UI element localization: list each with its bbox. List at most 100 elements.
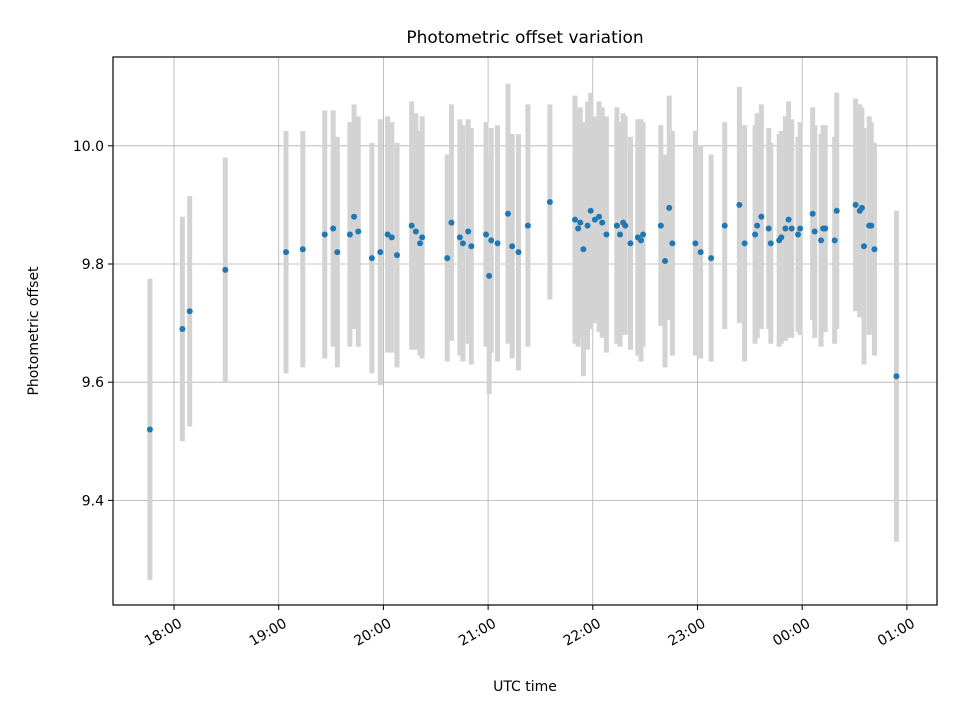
data-point <box>669 240 676 247</box>
data-point <box>572 216 579 223</box>
data-point <box>388 234 395 241</box>
data-point <box>795 231 802 238</box>
data-point <box>596 213 603 220</box>
data-point <box>893 373 900 380</box>
data-point <box>822 225 829 232</box>
data-point <box>299 246 306 253</box>
data-point <box>778 234 785 241</box>
data-point <box>708 255 715 262</box>
x-tick-label: 00:00 <box>770 616 813 650</box>
data-point <box>580 246 587 253</box>
data-point <box>627 240 634 247</box>
data-point <box>468 243 475 250</box>
data-point <box>483 231 490 238</box>
data-point <box>818 237 825 244</box>
data-point <box>697 249 704 256</box>
data-point <box>666 204 673 211</box>
data-point <box>736 201 743 208</box>
x-tick-label: 01:00 <box>875 616 918 650</box>
data-point <box>858 204 865 211</box>
data-point <box>788 225 795 232</box>
x-tick-label: 21:00 <box>456 616 499 650</box>
data-point <box>811 228 818 235</box>
data-point <box>591 216 598 223</box>
data-point <box>465 228 472 235</box>
data-point <box>754 222 761 229</box>
data-point <box>575 225 582 232</box>
error-bars <box>147 83 899 581</box>
data-point <box>394 252 401 259</box>
data-point <box>351 213 358 220</box>
x-tick-label: 23:00 <box>666 616 709 650</box>
data-point <box>444 255 451 262</box>
data-point <box>617 231 624 238</box>
data-point <box>613 222 620 229</box>
x-tick-label: 18:00 <box>142 616 185 650</box>
data-point <box>515 249 522 256</box>
data-point <box>584 222 591 229</box>
data-point <box>222 266 229 273</box>
data-point <box>417 240 424 247</box>
data-point <box>860 243 867 250</box>
data-point <box>412 228 419 235</box>
data-point <box>662 258 669 265</box>
data-point <box>524 222 531 229</box>
data-point <box>603 231 610 238</box>
data-point <box>831 237 838 244</box>
data-point <box>504 210 511 217</box>
y-tick-label: 9.6 <box>82 375 104 391</box>
data-point <box>785 216 792 223</box>
y-tick-label: 9.4 <box>82 493 104 509</box>
data-point <box>368 255 375 262</box>
data-point <box>868 222 875 229</box>
data-point <box>852 201 859 208</box>
data-point <box>833 207 840 214</box>
data-point <box>599 219 606 226</box>
data-point <box>721 222 728 229</box>
data-point <box>334 249 341 256</box>
data-point <box>657 222 664 229</box>
data-point <box>797 225 804 232</box>
y-tick-label: 10.0 <box>73 139 104 155</box>
data-point <box>741 240 748 247</box>
data-point <box>640 231 647 238</box>
x-axis-ticks: 18:00 19:00 20:00 21:00 22:00 23:00 00:00 01:00 <box>142 605 918 650</box>
chart-title: Photometric offset variation <box>406 28 643 48</box>
data-point <box>146 426 153 433</box>
data-point <box>767 240 774 247</box>
x-tick-label: 19:00 <box>247 616 290 650</box>
data-point <box>692 240 699 247</box>
data-point <box>488 237 495 244</box>
data-point <box>384 231 391 238</box>
data-point <box>346 231 353 238</box>
data-point <box>758 213 765 220</box>
data-point <box>577 219 584 226</box>
data-point <box>752 231 759 238</box>
x-axis-label: UTC time <box>493 679 557 695</box>
data-point <box>186 308 193 315</box>
y-axis-label: Photometric offset <box>26 266 42 396</box>
plot-frame <box>112 56 938 606</box>
data-point <box>459 240 466 247</box>
data-point <box>871 246 878 253</box>
data-point <box>809 210 816 217</box>
data-point <box>448 219 455 226</box>
data-point <box>283 249 290 256</box>
data-point <box>456 234 463 241</box>
data-point <box>321 231 328 238</box>
data-point <box>509 243 516 250</box>
data-point <box>637 237 644 244</box>
y-tick-label: 9.8 <box>82 257 104 273</box>
data-point <box>765 225 772 232</box>
data-point <box>179 326 186 333</box>
x-tick-label: 22:00 <box>561 616 604 650</box>
data-point <box>408 222 415 229</box>
data-point <box>355 228 362 235</box>
data-point <box>494 240 501 247</box>
data-point <box>486 272 493 279</box>
data-point <box>546 198 553 205</box>
data-point <box>419 234 426 241</box>
data-point <box>377 249 384 256</box>
x-tick-label: 20:00 <box>351 616 394 650</box>
